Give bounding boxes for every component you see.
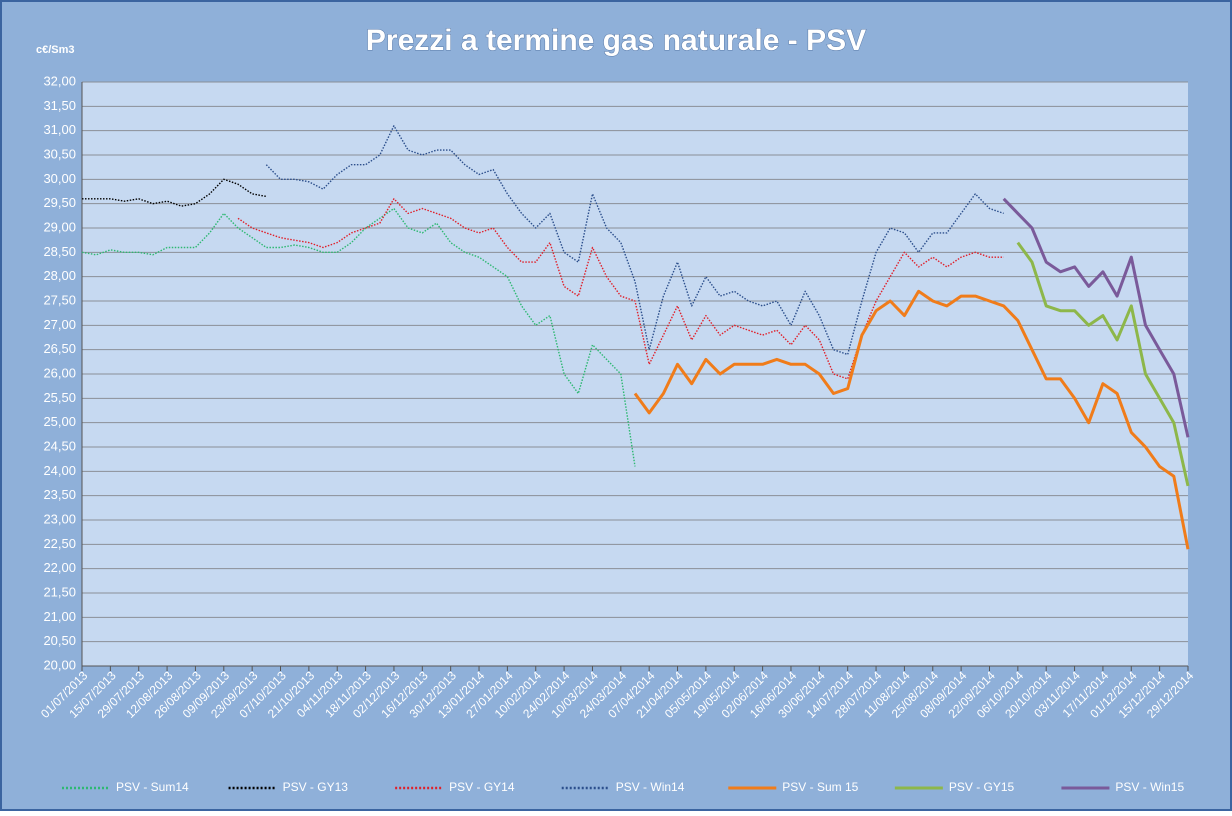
- y-tick-label: 20,50: [43, 633, 76, 648]
- legend-label: PSV - Sum14: [116, 780, 189, 794]
- y-tick-label: 28,00: [43, 268, 76, 283]
- y-tick-label: 22,00: [43, 560, 76, 575]
- y-tick-label: 31,50: [43, 98, 76, 113]
- y-tick-label: 23,50: [43, 487, 76, 502]
- y-tick-label: 30,50: [43, 146, 76, 161]
- chart-title: Prezzi a termine gas naturale - PSV: [366, 24, 866, 57]
- series-line: [237, 198, 1004, 380]
- y-tick-label: 25,00: [43, 414, 76, 429]
- series-line: [81, 207, 636, 467]
- y-tick-label: 29,50: [43, 195, 76, 210]
- y-tick-label: 26,50: [43, 341, 76, 356]
- series-line: [265, 125, 1004, 356]
- y-tick-label: 27,00: [43, 317, 76, 332]
- y-tick-label: 30,00: [43, 171, 76, 186]
- y-tick-label: 24,00: [43, 463, 76, 478]
- series-line: [82, 178, 267, 207]
- legend-label: PSV - Sum 15: [782, 780, 858, 794]
- y-tick-label: 21,50: [43, 584, 76, 599]
- y-tick-label: 21,00: [43, 609, 76, 624]
- y-tick-label: 24,50: [43, 438, 76, 453]
- y-axis-label: c€/Sm3: [36, 44, 75, 56]
- y-tick-label: 32,00: [43, 73, 76, 88]
- y-tick-label: 31,00: [43, 122, 76, 137]
- y-tick-label: 28,50: [43, 244, 76, 259]
- y-tick-label: 25,50: [43, 390, 76, 405]
- y-tick-label: 23,00: [43, 511, 76, 526]
- legend-label: PSV - GY13: [283, 780, 349, 794]
- y-tick-label: 29,00: [43, 219, 76, 234]
- y-tick-label: 27,50: [43, 292, 76, 307]
- series-line: [1016, 241, 1190, 487]
- series-line: [633, 289, 1190, 550]
- y-tick-label: 22,50: [43, 536, 76, 551]
- legend-label: PSV - GY14: [449, 780, 515, 794]
- legend-label: PSV - GY15: [949, 780, 1015, 794]
- y-tick-label: 20,00: [43, 657, 76, 672]
- legend-label: PSV - Win15: [1115, 780, 1184, 794]
- legend-label: PSV - Win14: [616, 780, 685, 794]
- y-tick-label: 26,00: [43, 365, 76, 380]
- series-line: [1002, 197, 1190, 438]
